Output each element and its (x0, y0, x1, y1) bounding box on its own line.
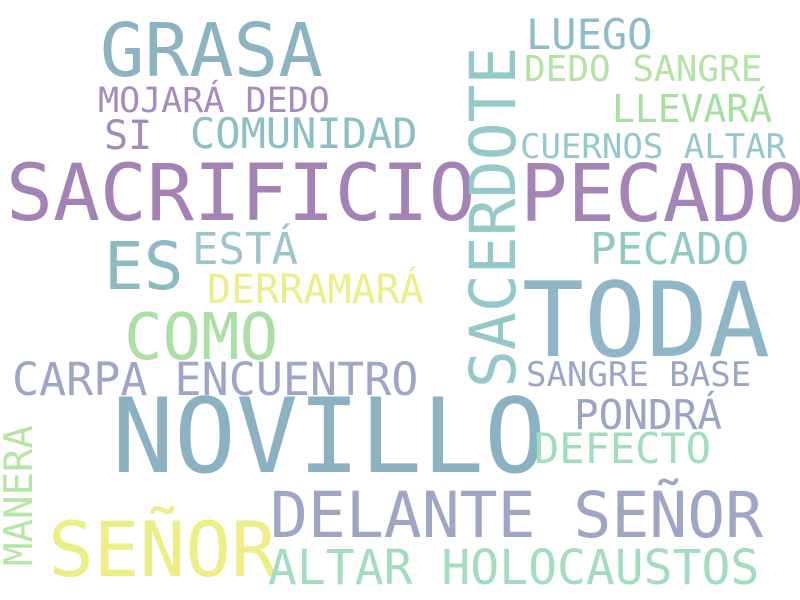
word-sacerdote: SACERDOTE (457, 46, 530, 388)
word-sangre-base: SANGRE BASE (526, 355, 752, 395)
word-altar-holocaustos: ALTAR HOLOCAUSTOS (268, 540, 760, 596)
word-comunidad: COMUNIDAD (190, 109, 418, 158)
word-toda: TODA (522, 261, 771, 381)
word-sacrificio: SACRIFICIO (6, 149, 476, 239)
word-cuernos-altar: CUERNOS ALTAR (520, 127, 787, 167)
word-luego: LUEGO (526, 10, 653, 59)
word-como: COMO (124, 301, 279, 375)
word-dedo-sangre: DEDO SANGRE (524, 49, 763, 90)
word-llevara: LLEVARÁ (612, 87, 773, 131)
word-mojara-dedo: MOJARÁ DEDO (98, 81, 330, 121)
word-pondra: PONDRÁ (574, 391, 723, 439)
word-grasa: GRASA (100, 8, 323, 94)
word-manera: MANERA (0, 425, 42, 566)
word-esta: ESTÁ (192, 224, 298, 275)
word-senor: SEÑOR (48, 505, 277, 594)
word-carpa-encuentro: CARPA ENCUENTRO (12, 353, 419, 406)
word-defecto: DEFECTO (534, 424, 712, 473)
word-pecado-large: PECADO (520, 148, 800, 240)
word-pecado-small: PECADO (590, 224, 749, 275)
word-si: SI (104, 113, 153, 159)
word-novillo: NOVILLO (112, 377, 547, 497)
word-delante-senor: DELANTE SEÑOR (270, 479, 764, 552)
word-es: ES (104, 228, 184, 305)
word-derramara: DERRAMARÁ (207, 267, 424, 313)
